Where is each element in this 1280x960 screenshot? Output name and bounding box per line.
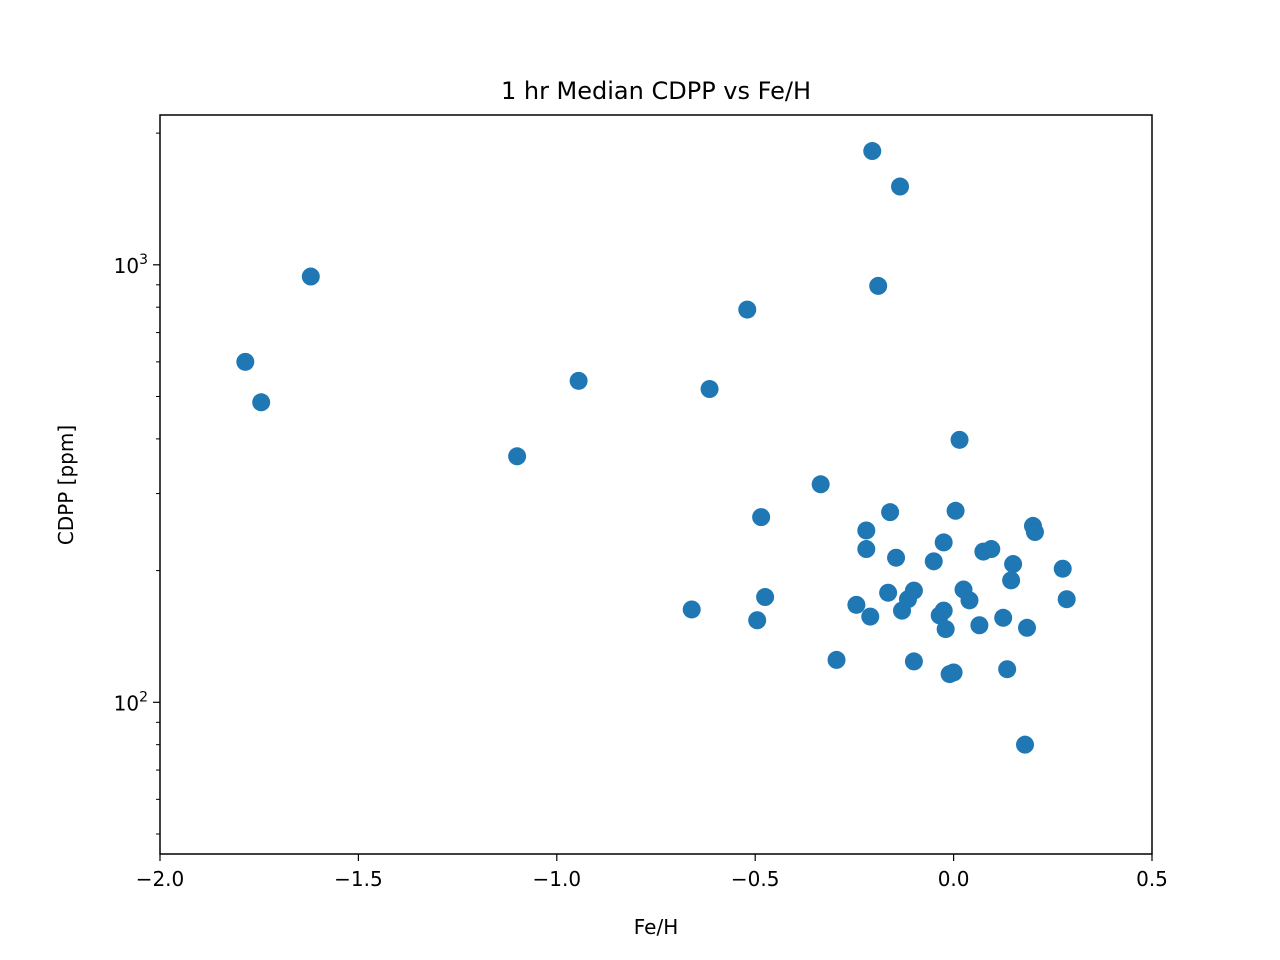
data-point [252,393,271,412]
data-point [881,503,900,522]
data-point [994,608,1013,627]
y-tick-label: 103 [114,252,148,278]
data-point [861,607,880,626]
data-point [1057,590,1076,609]
plot-frame [159,114,1153,855]
data-point [970,616,989,635]
chart-title: 1 hr Median CDPP vs Fe/H [501,77,811,105]
data-point [569,371,588,390]
data-point [301,267,320,286]
data-point [936,620,955,639]
y-axis-label: CDPP [ppm] [54,425,78,545]
data-point [946,501,965,520]
data-point [934,533,953,552]
data-point [748,611,767,630]
data-point [998,660,1017,679]
data-point [950,430,969,449]
data-point [756,588,775,607]
data-point [1002,571,1021,590]
data-point [891,177,910,196]
data-point [752,508,771,527]
data-point [236,352,255,371]
data-point [863,142,882,161]
data-point [508,447,527,466]
x-axis-label: Fe/H [634,915,679,939]
data-point [1053,559,1072,578]
x-tick-label: 0.0 [938,867,970,891]
y-tick-label: 102 [114,689,148,715]
data-point [887,548,906,567]
data-point [1025,523,1044,542]
data-point [857,540,876,559]
points-layer [236,142,1076,754]
data-point [811,475,830,494]
data-point [879,583,898,602]
data-point [682,600,701,619]
data-point [934,601,953,620]
data-point [857,521,876,540]
data-point [904,581,923,600]
data-point [904,652,923,671]
data-point [924,552,943,571]
data-point [827,650,846,669]
y-major-ticks: 102 103 [114,252,160,715]
data-point [1016,735,1035,754]
x-tick-label: −0.5 [731,867,780,891]
x-tick-label: −1.0 [533,867,582,891]
data-point [960,591,979,610]
x-tick-label: −1.5 [334,867,383,891]
data-point [1018,618,1037,637]
data-point [869,276,888,295]
data-point [700,380,719,399]
data-point [738,300,757,319]
x-tick-label: 0.5 [1136,867,1168,891]
data-point [982,540,1001,559]
data-point [847,595,866,614]
x-ticks: −2.0 −1.5 −1.0 −0.5 0.0 0.5 [136,854,1168,891]
data-point [944,663,963,682]
data-point [1004,555,1023,574]
x-tick-label: −2.0 [136,867,185,891]
